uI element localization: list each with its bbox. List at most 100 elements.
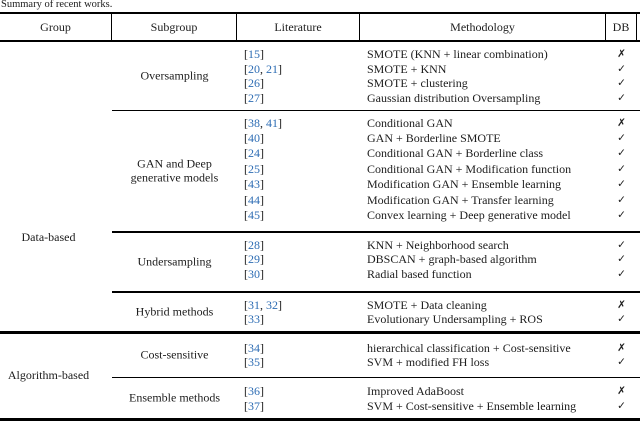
db-cross-icon: ✗: [617, 116, 626, 129]
citation-link[interactable]: 35: [248, 355, 260, 370]
methodology-text: Evolutionary Undersampling + ROS: [367, 312, 543, 327]
citation-link[interactable]: 24: [248, 146, 260, 161]
literature-citation: [20, 21]: [244, 61, 282, 76]
literature-citation: [35]: [244, 355, 264, 370]
table-header-row: Group Subgroup Literature Methodology DB: [0, 12, 640, 42]
db-check-icon: ✓: [617, 178, 626, 191]
subgroup-label-text: GAN and Deep generative models: [130, 156, 219, 185]
subgroup-label: GAN and Deep generative models: [112, 156, 237, 185]
group-block: Data-based Oversampling [15] SMOTE (KNN + l…: [0, 42, 640, 331]
db-check-icon: ✓: [617, 208, 626, 221]
subgroup-section: Hybrid methods [31, 32] SMOTE + Data clean…: [0, 293, 640, 332]
column-header-subgroup: Subgroup: [112, 14, 237, 40]
subgroup-label-text: Cost-sensitive: [140, 347, 209, 362]
subgroup-label-text: Undersampling: [137, 254, 212, 269]
literature-citation: [33]: [244, 312, 264, 327]
group-divider-rule: [0, 331, 640, 334]
db-check-icon: ✓: [617, 77, 626, 89]
methodology-text: Conditional GAN + Borderline class: [367, 146, 544, 161]
literature-citation: [37]: [244, 398, 264, 413]
literature-citation: [38, 41]: [244, 115, 282, 130]
citation-link[interactable]: 27: [248, 90, 260, 105]
subgroup-label: Ensemble methods: [112, 391, 237, 405]
table-row: [31, 32] SMOTE + Data cleaning ✗: [0, 298, 640, 313]
table-row: [28] KNN + Neighborhood search ✓: [0, 238, 640, 253]
subgroup-label-text: Ensemble methods: [129, 390, 220, 405]
db-check-icon: ✓: [617, 267, 626, 280]
subgroup-section: Ensemble methods [36] Improved AdaBoost ✗ [3…: [0, 378, 640, 418]
methodology-text: SMOTE (KNN + linear combination): [367, 47, 548, 61]
db-cross-icon: ✗: [617, 385, 626, 398]
citation-link[interactable]: 30: [248, 266, 260, 281]
methodology-text: hierarchical classification + Cost-sensi…: [367, 340, 571, 355]
citation-link[interactable]: 26: [248, 76, 260, 90]
table-row: [27] Gaussian distribution Oversampling ✓: [0, 91, 640, 106]
table-row: [29] DBSCAN + graph-based algorithm ✓: [0, 252, 640, 267]
db-cross-icon: ✗: [617, 48, 626, 60]
literature-citation: [31, 32]: [244, 297, 282, 312]
db-check-icon: ✓: [617, 62, 626, 75]
citation-link[interactable]: 25: [248, 161, 260, 176]
citation-link[interactable]: 20: [248, 61, 260, 76]
citation-link[interactable]: 37: [248, 398, 260, 413]
literature-citation: [26]: [244, 76, 264, 90]
literature-citation: [27]: [244, 90, 264, 105]
citation-link[interactable]: 38: [248, 115, 260, 130]
citation-link[interactable]: 45: [248, 207, 260, 222]
methodology-text: GAN + Borderline SMOTE: [367, 130, 501, 145]
citation-link[interactable]: 34: [248, 340, 260, 355]
subgroup-section: Oversampling [15] SMOTE (KNN + linear comb…: [0, 42, 640, 110]
column-header-literature: Literature: [237, 14, 360, 40]
literature-citation: [28]: [244, 237, 264, 252]
table-row: [40] GAN + Borderline SMOTE ✓: [0, 131, 640, 146]
citation-link[interactable]: 36: [248, 384, 260, 399]
subgroup-section: GAN and Deep generative models [38, 41] Co…: [0, 111, 640, 231]
literature-citation: [29]: [244, 252, 264, 267]
db-check-icon: ✓: [617, 131, 626, 144]
table-row: [33] Evolutionary Undersampling + ROS ✓: [0, 312, 640, 327]
literature-citation: [34]: [244, 340, 264, 355]
methodology-text: Modification GAN + Transfer learning: [367, 192, 554, 207]
subgroup-section: Undersampling [28] KNN + Neighborhood sear…: [0, 233, 640, 291]
subgroup-label: Hybrid methods: [112, 304, 237, 319]
db-check-icon: ✓: [617, 162, 626, 175]
citation-link[interactable]: 31: [248, 297, 260, 312]
literature-citation: [25]: [244, 161, 264, 176]
group-block: Algorithm-based Cost-sensitive [34] hierarc…: [0, 334, 640, 419]
db-check-icon: ✓: [617, 91, 626, 104]
methodology-text: Radial based function: [367, 266, 472, 281]
table-caption: Summary of recent works.: [1, 0, 113, 10]
table-row: [44] Modification GAN + Transfer learning…: [0, 193, 640, 208]
methodology-text: Convex learning + Deep generative model: [367, 207, 571, 222]
citation-link[interactable]: 28: [248, 237, 260, 252]
table-row: [34] hierarchical classification + Cost-s…: [0, 341, 640, 356]
methodology-text: SMOTE + Data cleaning: [367, 297, 487, 312]
group-label: Data-based: [21, 230, 76, 244]
methodology-text: SMOTE + KNN: [367, 61, 447, 76]
methodology-text: SMOTE + clustering: [367, 76, 468, 90]
citation-link[interactable]: 44: [248, 192, 260, 207]
db-check-icon: ✓: [617, 253, 626, 266]
citation-link[interactable]: 41: [266, 115, 278, 130]
table-row: [35] SVM + modified FH loss ✓: [0, 355, 640, 370]
literature-citation: [40]: [244, 130, 264, 145]
section-divider-rule: [112, 376, 640, 379]
citation-link[interactable]: 21: [266, 61, 278, 76]
citation-link[interactable]: 15: [248, 47, 260, 61]
literature-citation: [30]: [244, 266, 264, 281]
subgroup-label: Oversampling: [112, 68, 237, 83]
methodology-text: Modification GAN + Ensemble learning: [367, 177, 562, 192]
table-row: [24] Conditional GAN + Borderline class ✓: [0, 146, 640, 161]
citation-link[interactable]: 40: [248, 130, 260, 145]
literature-citation: [45]: [244, 207, 264, 222]
table-row: [25] Conditional GAN + Modification funct…: [0, 162, 640, 177]
literature-citation: [43]: [244, 177, 264, 192]
table-row: [43] Modification GAN + Ensemble learning…: [0, 177, 640, 192]
citation-link[interactable]: 29: [248, 252, 260, 267]
citation-link[interactable]: 43: [248, 177, 260, 192]
literature-citation: [24]: [244, 146, 264, 161]
table-body: Data-based Oversampling [15] SMOTE (KNN + l…: [0, 42, 640, 421]
citation-link[interactable]: 33: [248, 312, 260, 327]
citation-link[interactable]: 32: [266, 297, 278, 312]
